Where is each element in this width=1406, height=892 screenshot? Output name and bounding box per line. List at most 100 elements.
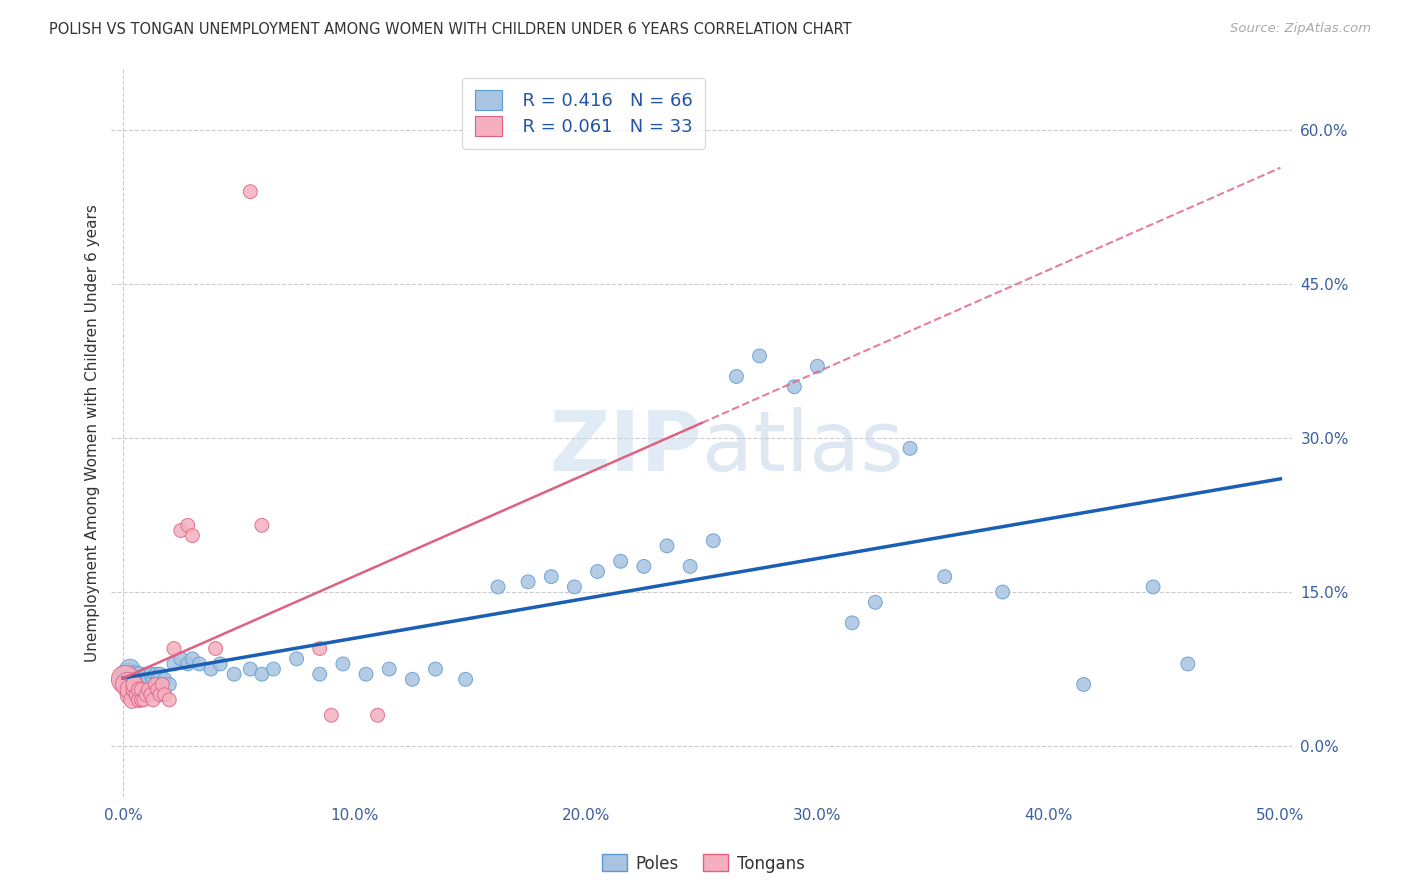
Point [125, 682, 148, 697]
Point [308, 641, 330, 656]
Point [239, 662, 262, 676]
Point [121, 673, 143, 687]
Point [117, 667, 139, 681]
Point [332, 657, 354, 671]
Point [655, 539, 678, 553]
Point [125, 688, 148, 702]
Point [118, 662, 141, 676]
Point [125, 673, 148, 687]
Point [540, 569, 562, 583]
Point [702, 533, 724, 548]
Point [163, 641, 186, 656]
Point [898, 442, 921, 456]
Point [262, 662, 284, 676]
Point [146, 682, 169, 697]
Y-axis label: Unemployment Among Women with Children Under 6 years: Unemployment Among Women with Children U… [86, 204, 100, 662]
Point [157, 677, 180, 691]
Point [181, 652, 204, 666]
Text: atlas: atlas [702, 407, 904, 488]
Point [145, 677, 167, 691]
Point [1177, 657, 1199, 671]
Point [170, 524, 193, 538]
Point [121, 693, 143, 707]
Point [1142, 580, 1164, 594]
Point [128, 667, 150, 681]
Point [321, 708, 343, 723]
Point [222, 667, 245, 681]
Point [124, 682, 146, 697]
Point [748, 349, 770, 363]
Point [250, 667, 273, 681]
Point [865, 595, 887, 609]
Point [135, 688, 157, 702]
Point [367, 708, 389, 723]
Point [486, 580, 509, 594]
Point [157, 693, 180, 707]
Point [132, 693, 155, 707]
Point [354, 667, 377, 681]
Point [138, 673, 160, 687]
Point [124, 677, 146, 691]
Point [285, 652, 308, 666]
Legend: Poles, Tongans: Poles, Tongans [595, 847, 811, 880]
Point [783, 380, 806, 394]
Point [139, 667, 162, 681]
Legend:   R = 0.416   N = 66,   R = 0.061   N = 33: R = 0.416 N = 66, R = 0.061 N = 33 [463, 78, 706, 149]
Point [131, 693, 153, 707]
Point [153, 673, 176, 687]
Point [145, 667, 167, 681]
Point [118, 677, 141, 691]
Point [121, 682, 143, 697]
Point [114, 673, 136, 687]
Point [153, 688, 176, 702]
Point [517, 574, 540, 589]
Point [170, 652, 193, 666]
Point [425, 662, 447, 676]
Point [139, 688, 162, 702]
Text: Source: ZipAtlas.com: Source: ZipAtlas.com [1230, 22, 1371, 36]
Point [117, 677, 139, 691]
Point [131, 682, 153, 697]
Point [135, 677, 157, 691]
Point [633, 559, 655, 574]
Point [146, 673, 169, 687]
Point [131, 677, 153, 691]
Point [149, 688, 172, 702]
Point [138, 682, 160, 697]
Point [586, 565, 609, 579]
Point [209, 657, 232, 671]
Point [204, 641, 226, 656]
Point [142, 673, 165, 687]
Point [135, 667, 157, 681]
Point [114, 673, 136, 687]
Point [841, 615, 863, 630]
Point [124, 677, 146, 691]
Point [609, 554, 631, 568]
Point [200, 662, 222, 676]
Point [454, 673, 477, 687]
Point [1073, 677, 1095, 691]
Point [124, 667, 146, 681]
Point [150, 677, 173, 691]
Point [679, 559, 702, 574]
Point [239, 185, 262, 199]
Point [177, 657, 200, 671]
Point [401, 673, 423, 687]
Point [163, 657, 186, 671]
Point [118, 682, 141, 697]
Point [188, 657, 211, 671]
Point [806, 359, 828, 374]
Text: ZIP: ZIP [550, 407, 702, 488]
Point [177, 518, 200, 533]
Point [564, 580, 586, 594]
Point [181, 528, 204, 542]
Text: POLISH VS TONGAN UNEMPLOYMENT AMONG WOMEN WITH CHILDREN UNDER 6 YEARS CORRELATIO: POLISH VS TONGAN UNEMPLOYMENT AMONG WOME… [49, 22, 852, 37]
Point [128, 682, 150, 697]
Point [308, 667, 330, 681]
Point [149, 667, 172, 681]
Point [934, 569, 956, 583]
Point [142, 693, 165, 707]
Point [150, 677, 173, 691]
Point [250, 518, 273, 533]
Point [118, 688, 141, 702]
